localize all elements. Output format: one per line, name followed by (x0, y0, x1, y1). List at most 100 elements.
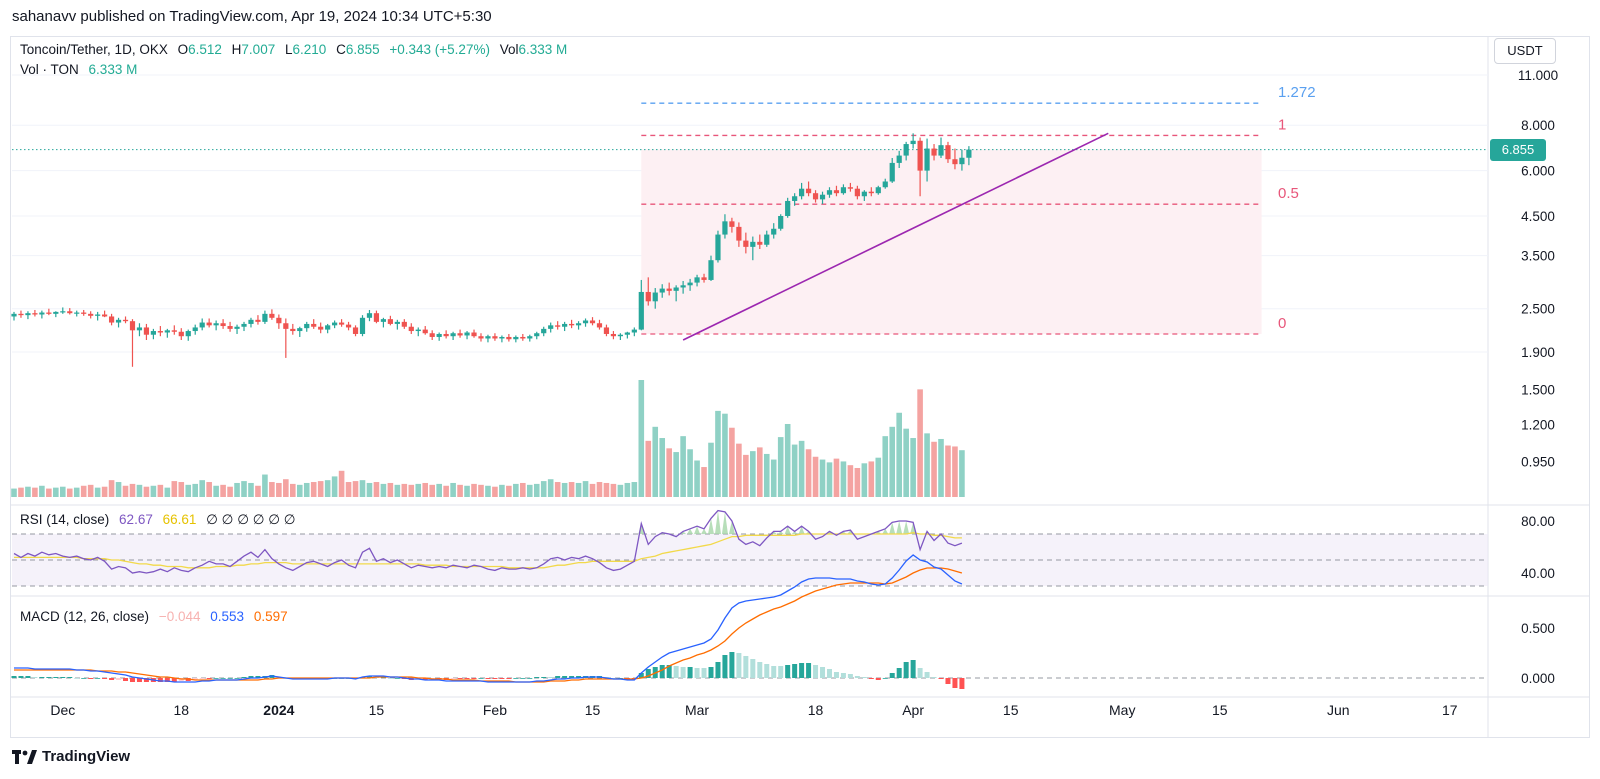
macd-tick-label: 0.000 (1521, 671, 1555, 686)
time-axis-label: 18 (808, 702, 824, 718)
candle-body (74, 312, 80, 314)
currency-button[interactable]: USDT (1494, 38, 1556, 64)
volume-bar (687, 449, 693, 497)
volume-bar (324, 480, 331, 497)
candle-body (276, 317, 282, 324)
candle-body (241, 323, 247, 327)
macd-histogram-bar (771, 666, 777, 678)
candle-body (952, 159, 958, 165)
macd-histogram-bar (729, 652, 735, 678)
macd-histogram-bar (74, 678, 80, 679)
volume-bar (171, 481, 178, 497)
candle-body (687, 282, 693, 286)
candle-body (743, 240, 749, 247)
candle-body (262, 313, 268, 322)
volume-bar (540, 481, 547, 497)
macd-histogram-bar (576, 676, 582, 678)
volume-bar (143, 486, 150, 497)
volume-bar (25, 486, 31, 497)
symbol-title[interactable]: Toncoin/Tether, 1D, OKX (20, 42, 168, 57)
tradingview-logo[interactable]: TradingView (12, 748, 130, 765)
volume-bar (157, 484, 164, 497)
time-axis-label: Apr (902, 702, 924, 718)
candle-body (701, 277, 707, 280)
candle-body (729, 221, 735, 227)
volume-bar (589, 483, 596, 497)
macd-histogram-bar (81, 678, 87, 679)
price-tick-label: 8.000 (1521, 118, 1555, 133)
candle-body (764, 234, 770, 245)
volume-bar (310, 482, 317, 497)
fib-level-label: 0.5 (1278, 185, 1299, 202)
macd-histogram-bar (255, 676, 261, 678)
volume-bar (213, 485, 219, 497)
chart-frame (10, 36, 1590, 738)
candle-body (122, 319, 129, 322)
rsi-legend-label[interactable]: RSI (14, close) (20, 512, 110, 527)
volume-bar (276, 482, 282, 497)
volume-bar (673, 452, 679, 497)
macd-histogram-bar (736, 653, 742, 678)
time-axis-label: Jun (1327, 702, 1350, 718)
macd-histogram-bar (67, 677, 73, 678)
macd-histogram-bar (938, 678, 944, 679)
rsi-legend: RSI (14, close) 62.67 66.61 ∅ ∅ ∅ ∅ ∅ ∅ (20, 512, 301, 528)
macd-histogram-bar (847, 674, 853, 678)
volume-legend-label[interactable]: Vol · TON (20, 62, 79, 77)
volume-bar (833, 458, 840, 497)
volume-bar (617, 484, 624, 497)
volume-bar (520, 482, 526, 497)
macd-histogram-bar (806, 663, 812, 678)
volume-bar (345, 482, 352, 497)
macd-histogram-bar (548, 677, 554, 678)
macd-histogram-bar (46, 677, 52, 678)
volume-bar (115, 482, 122, 497)
volume-bar (94, 487, 101, 497)
volume-bar (206, 482, 212, 497)
volume-bar (415, 483, 422, 497)
volume-bar (736, 443, 742, 497)
candle-body (129, 321, 136, 331)
candle-body (680, 285, 686, 288)
volume-bar (471, 483, 477, 497)
volume-bar (777, 437, 784, 497)
rsi-empty-values: ∅ ∅ ∅ ∅ ∅ ∅ (206, 512, 296, 527)
time-axis-label: 2024 (263, 702, 294, 718)
fib-level-label: 1 (1278, 116, 1286, 133)
macd-histogram-bar (123, 678, 129, 681)
candle-body (471, 332, 477, 337)
macd-value: 0.553 (210, 609, 245, 624)
publisher-line: sahanavv published on TradingView.com, A… (12, 8, 492, 25)
macd-histogram-bar (562, 676, 568, 678)
macd-histogram-bar (88, 678, 94, 679)
candle-body (150, 331, 156, 335)
volume-bar (910, 438, 916, 497)
candle-body (513, 336, 519, 340)
volume-bar (805, 449, 812, 497)
candle-body (826, 190, 833, 195)
volume-bar (199, 480, 205, 497)
candle-body (861, 191, 867, 197)
macd-histogram-bar (701, 668, 707, 678)
volume-bar (192, 483, 199, 497)
macd-histogram-bar (743, 656, 749, 678)
volume-bar (638, 380, 645, 497)
macd-histogram-bar (910, 660, 916, 678)
rsi-overbought-fill (638, 510, 931, 534)
candle-body (318, 326, 324, 330)
volume-bar (255, 485, 261, 497)
candle-body (95, 314, 101, 316)
volume-bar (729, 427, 735, 497)
volume-bar (338, 470, 345, 497)
volume-bar (826, 462, 833, 497)
volume-bar (533, 483, 540, 497)
candle-body (896, 155, 902, 163)
candle-body (945, 145, 951, 160)
macd-histogram-bar (506, 678, 512, 679)
macd-histogram-bar (60, 677, 66, 678)
candle-body (60, 311, 66, 313)
candle-body (380, 319, 387, 322)
volume-bar (331, 476, 338, 497)
macd-legend-label[interactable]: MACD (12, 26, close) (20, 609, 150, 624)
